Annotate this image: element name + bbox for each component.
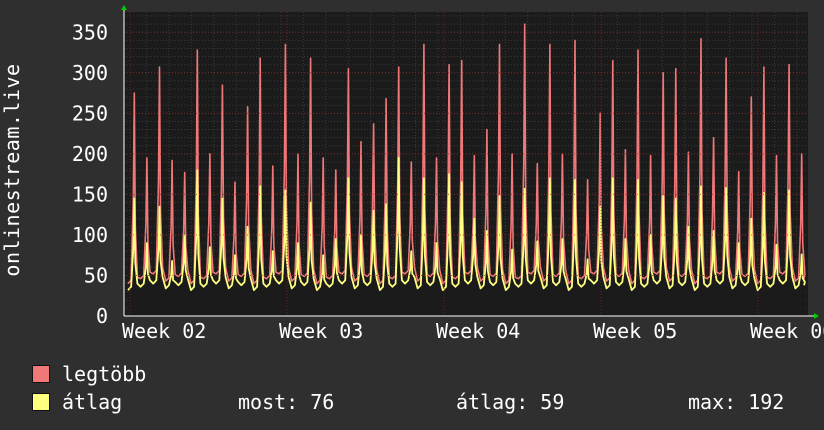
x-tick-label: Week 03 [279, 319, 363, 343]
y-tick-label: 350 [72, 20, 108, 44]
x-tick-label: Week 06 [750, 319, 824, 343]
legend-label-max: legtöbb [62, 362, 147, 386]
series-max-line [127, 23, 806, 285]
chart-canvas: 0 50 100 150 200 250 300 350 Week 02 Week 03 Week … [72, 5, 824, 343]
y-tick-label: 200 [72, 142, 108, 166]
y-tick-label: 250 [72, 101, 108, 125]
stat-max: max: 192 [688, 390, 785, 414]
y-tick-label: 300 [72, 61, 108, 85]
y-tick-label: 150 [72, 182, 108, 206]
stat-current: most: 76 [238, 390, 335, 414]
y-axis-label-text: onlinestream.live [0, 63, 24, 277]
legend-swatch-max [32, 365, 50, 383]
y-tick-label: 0 [96, 304, 108, 328]
y-axis-arrow [121, 5, 127, 10]
legend-label-avg: átlag [62, 390, 123, 414]
legend-item-avg: átlag [32, 390, 122, 414]
y-tick-label: 50 [84, 263, 108, 287]
legend-swatch-avg [32, 393, 50, 411]
y-tick-label: 100 [72, 223, 108, 247]
x-axis-arrow [814, 313, 819, 319]
stat-average: átlag: 59 [456, 390, 565, 414]
x-tick-label: Week 05 [593, 319, 677, 343]
series-avg-line [127, 157, 806, 291]
x-tick-label: Week 02 [122, 319, 206, 343]
legend-item-max: legtöbb [32, 362, 146, 386]
y-axis-label: onlinestream.live [0, 60, 24, 280]
x-tick-label: Week 04 [436, 319, 520, 343]
